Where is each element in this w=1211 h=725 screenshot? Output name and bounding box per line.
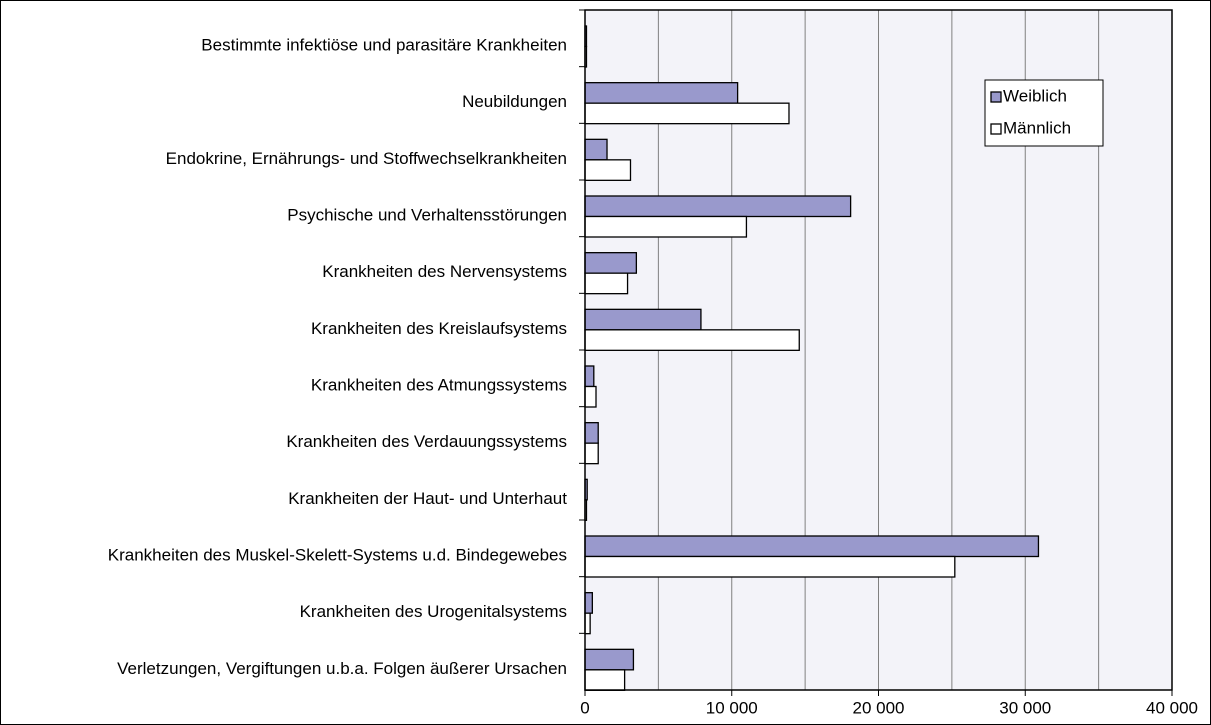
bar <box>584 612 591 635</box>
x-tick-label: 30 000 <box>999 698 1051 717</box>
x-tick-label: 0 <box>580 698 589 717</box>
bar <box>584 159 632 181</box>
bar <box>584 535 1040 558</box>
y-tick-label: Krankheiten der Haut- und Unterhaut <box>288 489 567 508</box>
bar <box>584 272 629 295</box>
y-tick-label: Verletzungen, Vergiftungen u.b.a. Folgen… <box>117 659 567 678</box>
bar <box>584 555 956 578</box>
plot-border <box>584 9 1173 691</box>
bar <box>584 102 790 125</box>
y-tick-label: Endokrine, Ernährungs- und Stoffwechselk… <box>166 149 567 168</box>
x-tick-label: 10 000 <box>706 698 758 717</box>
y-tick-label: Bestimmte infektiöse und parasitäre Kran… <box>201 35 567 54</box>
y-tick-label: Krankheiten des Nervensystems <box>322 262 567 281</box>
bar <box>584 385 597 408</box>
y-tick-label: Krankheiten des Urogenitalsystems <box>300 602 567 621</box>
legend-swatch <box>990 123 1002 135</box>
bar <box>584 592 593 614</box>
legend: Weiblich Männlich <box>984 79 1104 147</box>
legend-swatch <box>990 91 1002 103</box>
y-tick-label: Psychische und Verhaltensstörungen <box>287 205 567 224</box>
bar <box>584 82 739 104</box>
bar <box>584 422 599 444</box>
bar <box>584 329 800 351</box>
bar <box>584 252 638 274</box>
y-tick-label: Krankheiten des Verdauungssystems <box>286 432 567 451</box>
y-tick-label: Krankheiten des Muskel-Skelett-Systems u… <box>108 545 567 564</box>
bar <box>584 365 595 388</box>
legend-box <box>984 79 1104 147</box>
bar <box>584 442 599 465</box>
bar <box>584 669 626 691</box>
bar <box>584 648 635 671</box>
x-tick-label: 20 000 <box>853 698 905 717</box>
bar <box>584 215 748 238</box>
legend-label: Männlich <box>1003 118 1071 137</box>
bar <box>584 308 702 331</box>
bar <box>584 138 608 161</box>
y-tick-label: Krankheiten des Atmungssystems <box>311 375 567 394</box>
bar <box>584 195 852 218</box>
y-tick-label: Neubildungen <box>462 92 567 111</box>
y-tick-label: Krankheiten des Kreislaufsystems <box>311 319 567 338</box>
x-tick-label: 40 000 <box>1146 698 1198 717</box>
legend-label: Weiblich <box>1003 86 1067 105</box>
